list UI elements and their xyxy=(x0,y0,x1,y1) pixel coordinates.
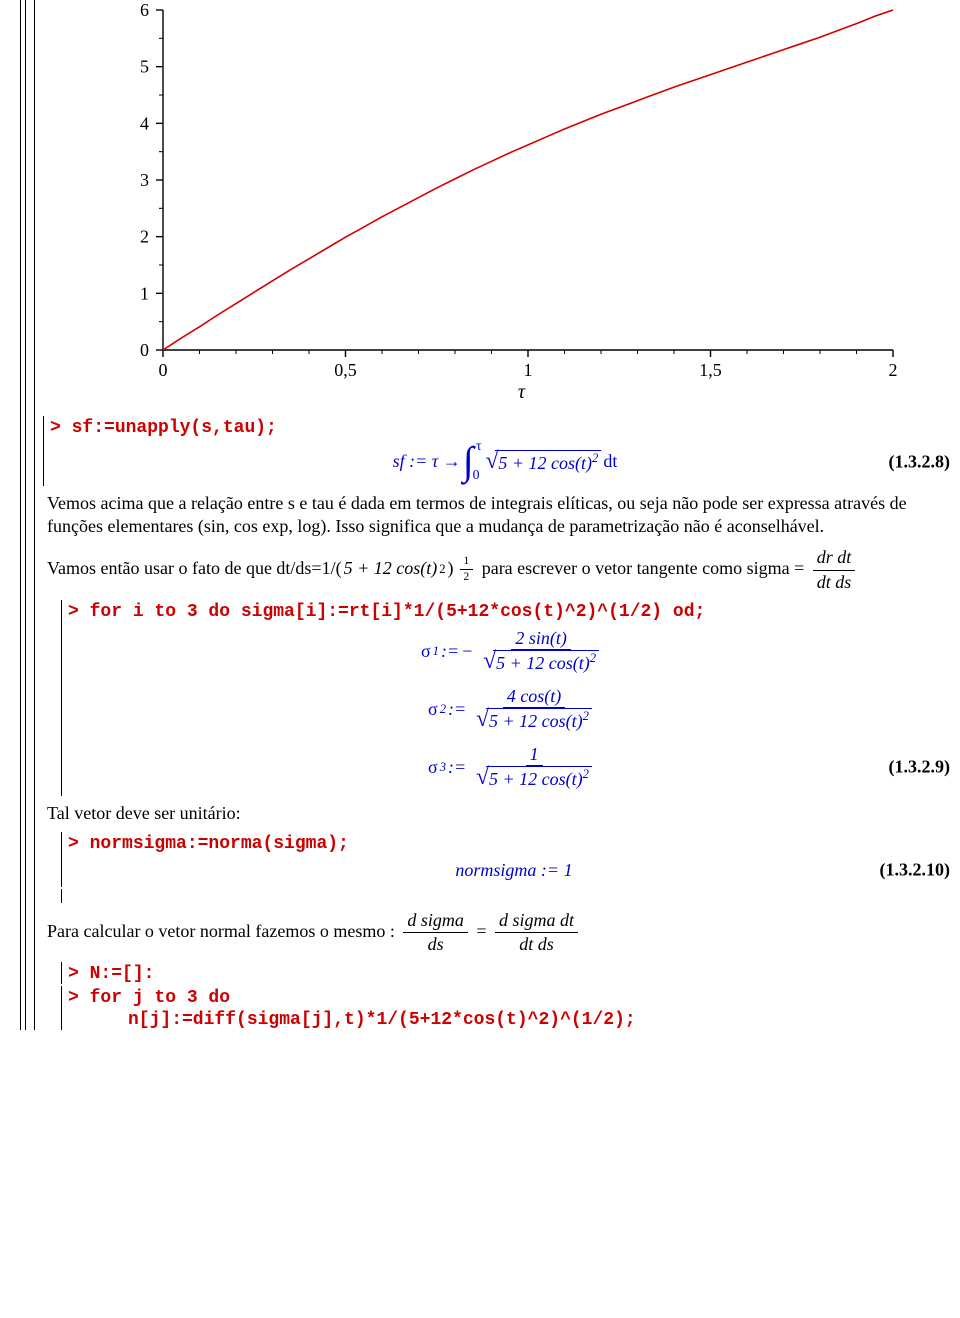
svg-text:2: 2 xyxy=(889,360,898,380)
command-normsigma: normsigma:=norma(sigma); xyxy=(90,834,349,854)
integral-lower: 0 xyxy=(473,469,480,481)
svg-text:1: 1 xyxy=(524,360,533,380)
command-sf-unapply: sf:=unapply(s,tau); xyxy=(72,418,277,438)
svg-text:5: 5 xyxy=(140,57,149,77)
exec-group-sf: > sf:=unapply(s,tau); sf := τ → ∫τ0 √5 +… xyxy=(43,416,960,486)
frac-drdt-den: dt ds xyxy=(813,571,856,594)
output-sigma2: σ2 := 4 cos(t) √5 + 12 cos(t)2 xyxy=(68,680,960,738)
svg-text:3: 3 xyxy=(140,170,149,190)
output-sigma3: σ3 := 1 √5 + 12 cos(t)2 (1.3.2.9) xyxy=(68,738,960,796)
paragraph-elliptic: Vemos acima que a relação entre s e tau … xyxy=(43,488,960,543)
command-sigma-loop: for i to 3 do sigma[i]:=rt[i]*1/(5+12*co… xyxy=(90,602,706,622)
output-sigma1: σ1 := − 2 sin(t) √5 + 12 cos(t)2 xyxy=(68,622,960,680)
svg-text:2: 2 xyxy=(140,227,149,247)
prompt-icon: > xyxy=(68,988,90,1008)
equation-label-1: (1.3.2.8) xyxy=(889,451,951,472)
exec-group-normsigma: > normsigma:=norma(sigma); normsigma := … xyxy=(61,832,960,887)
frac-drdt-num: dr dt xyxy=(813,546,856,570)
command-nj-diff: n[j]:=diff(sigma[j],t)*1/(5+12*cos(t)^2)… xyxy=(128,1010,636,1030)
output-normsigma: normsigma := 1 (1.3.2.10) xyxy=(68,854,960,887)
chart-xlabel: τ xyxy=(83,381,960,404)
command-for-j: for j to 3 do xyxy=(90,988,230,1008)
exec-group-sigma-loop: > for i to 3 do sigma[i]:=rt[i]*1/(5+12*… xyxy=(61,600,960,796)
paragraph-normal-vector: Para calcular o vetor normal fazemos o m… xyxy=(43,905,960,961)
command-n-init: N:=[]: xyxy=(90,964,155,984)
integral-radicand: 5 + 12 cos(t) xyxy=(498,453,592,473)
integral-upper: τ xyxy=(476,440,482,452)
prompt-icon: > xyxy=(68,964,90,984)
output-sf-lhs: sf := τ → xyxy=(393,451,461,472)
svg-text:0: 0 xyxy=(140,340,149,360)
svg-text:1,5: 1,5 xyxy=(699,360,722,380)
arclength-plot: 0 1 2 3 4 5 6 0 0,5 1 1,5 2 τ xyxy=(43,0,960,414)
equation-label-2: (1.3.2.9) xyxy=(889,757,951,778)
prompt-icon: > xyxy=(50,418,72,438)
svg-text:6: 6 xyxy=(140,0,149,20)
svg-text:0,5: 0,5 xyxy=(334,360,357,380)
exec-group-n-init: > N:=[]: xyxy=(61,962,960,984)
equation-label-3: (1.3.2.10) xyxy=(880,860,951,881)
prompt-icon: > xyxy=(68,602,90,622)
output-sf-integral: sf := τ → ∫τ0 √5 + 12 cos(t)2 dt (1.3.2.… xyxy=(50,438,960,486)
paragraph-unit-vector: Tal vetor deve ser unitário: xyxy=(43,798,960,829)
svg-text:0: 0 xyxy=(159,360,168,380)
integral-dt: dt xyxy=(603,451,617,472)
paragraph-tangent: Vamos então usar o fato de que dt/ds=1/(… xyxy=(43,542,960,598)
exec-group-n-loop: > for j to 3 do n[j]:=diff(sigma[j],t)*1… xyxy=(61,986,960,1030)
empty-exec-group xyxy=(61,889,960,903)
prompt-icon: > xyxy=(68,834,90,854)
svg-text:1: 1 xyxy=(140,283,149,303)
svg-text:4: 4 xyxy=(140,113,149,133)
